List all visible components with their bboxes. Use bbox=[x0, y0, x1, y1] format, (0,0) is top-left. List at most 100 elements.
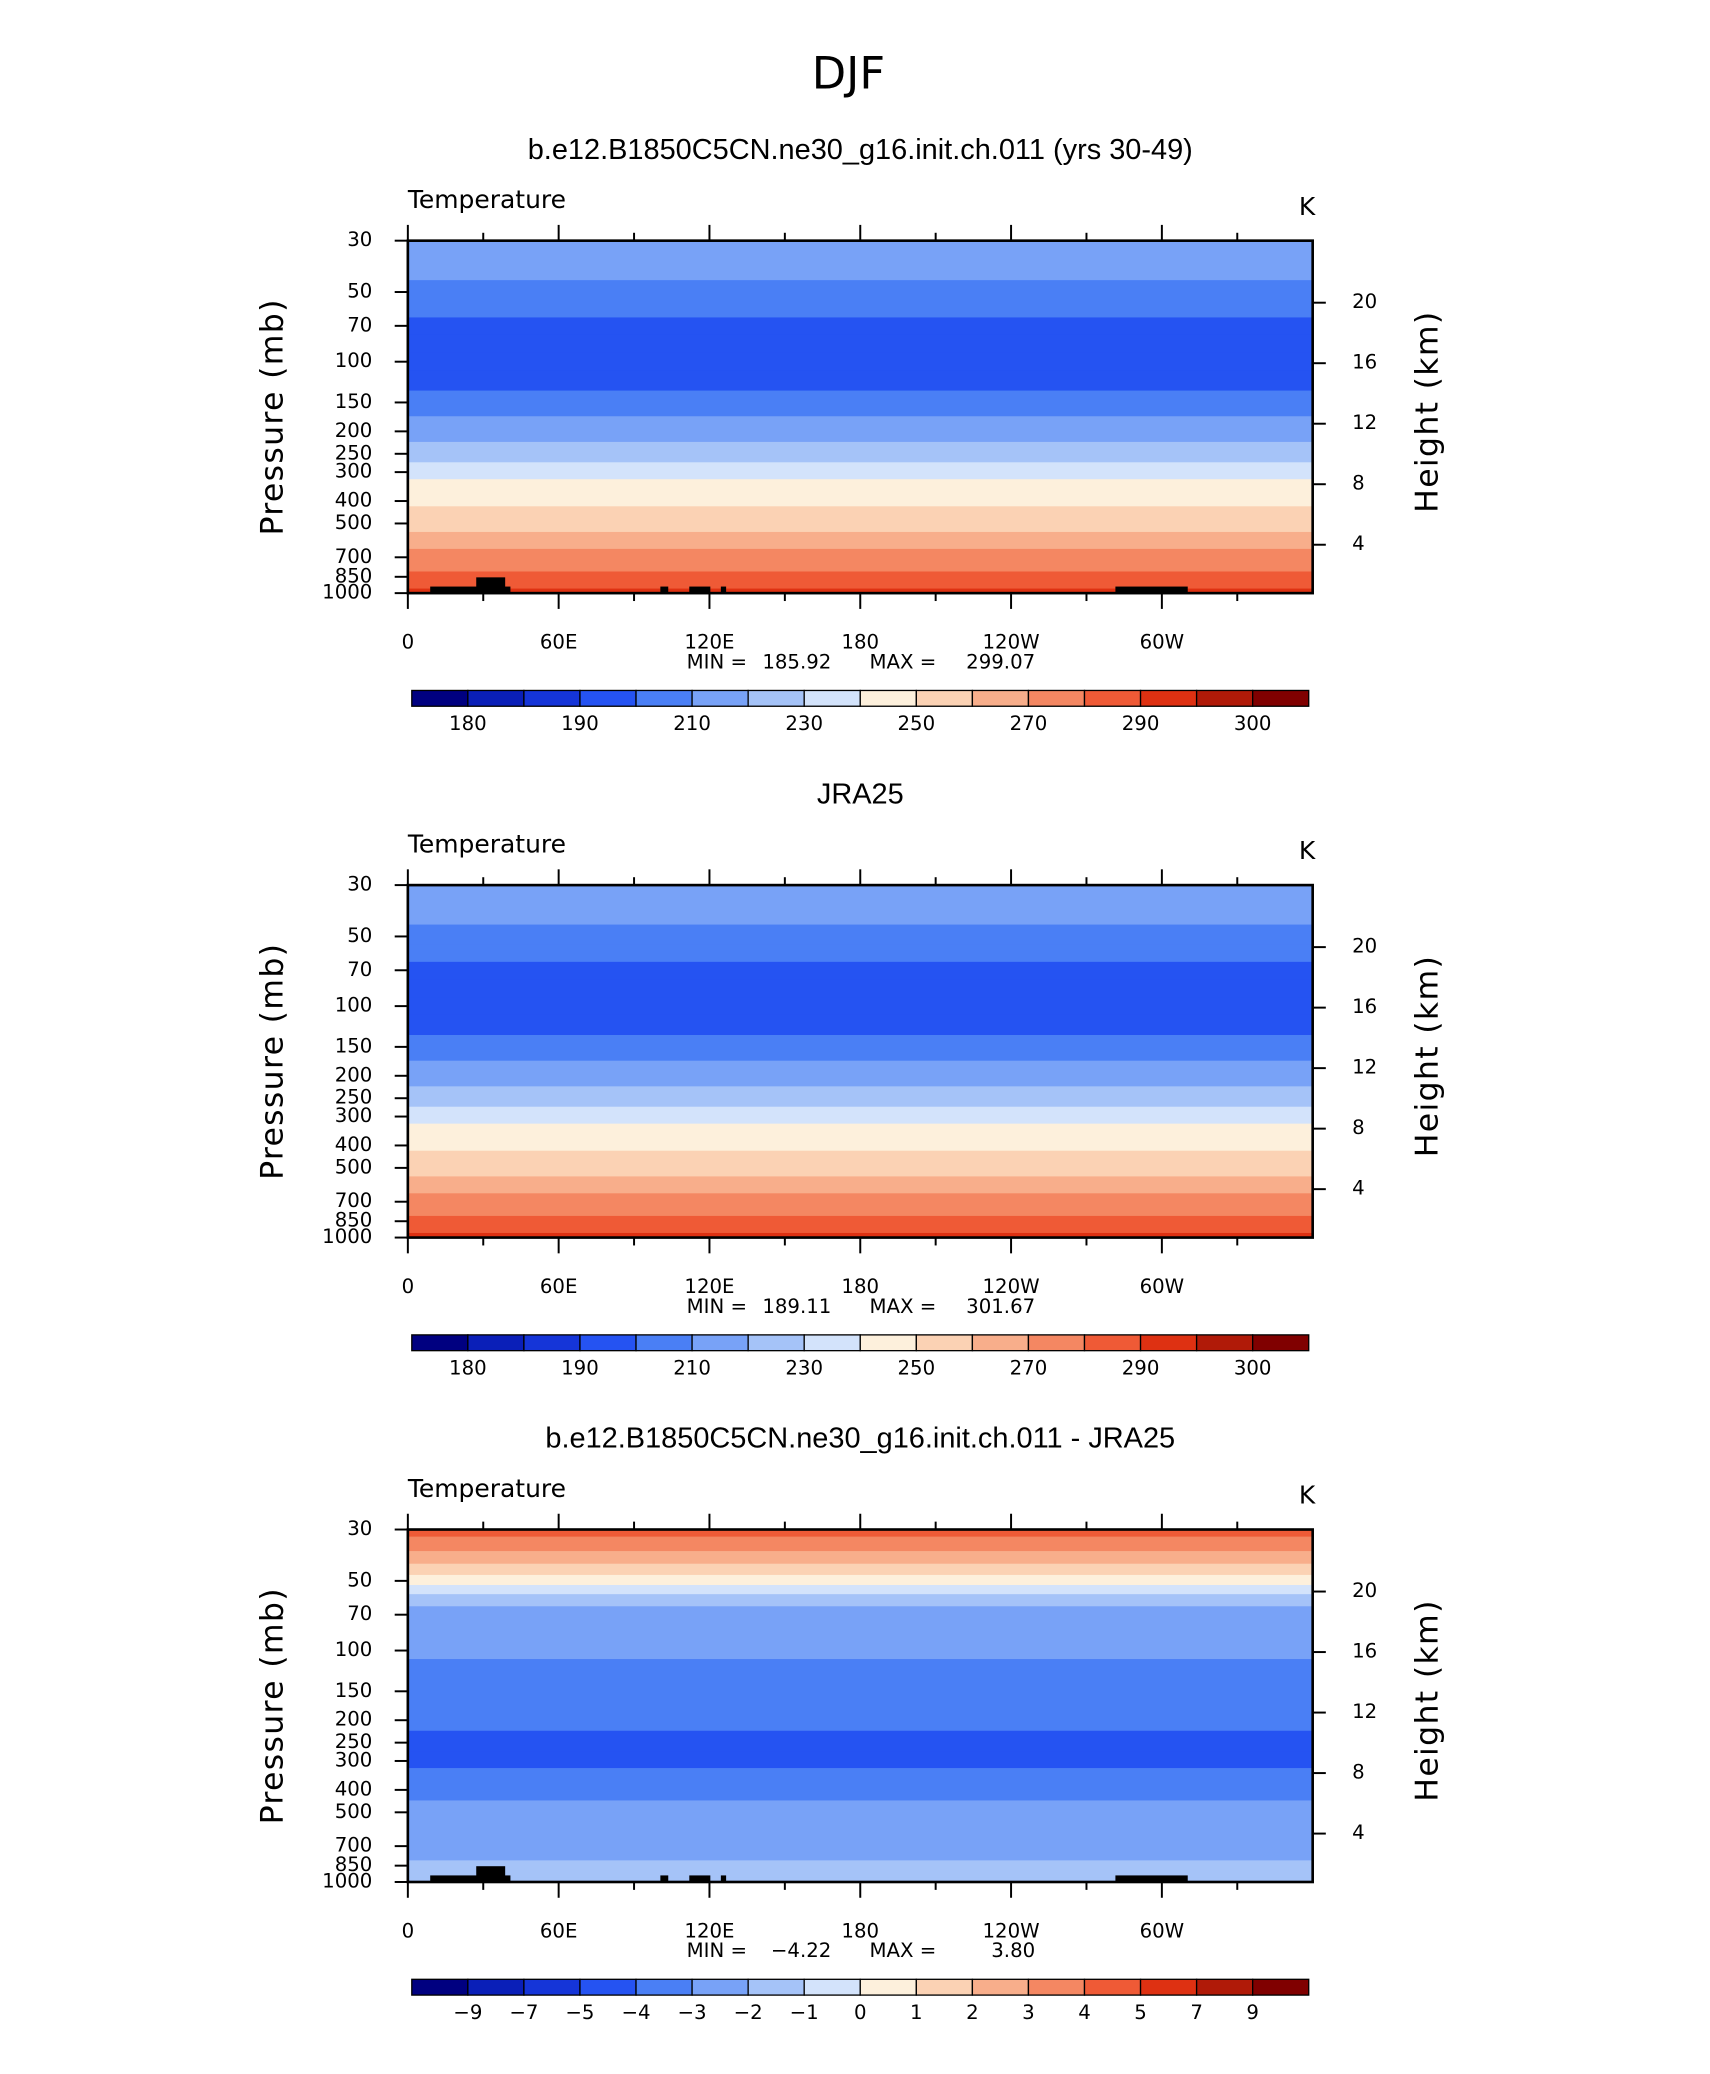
x-tick-label: 180 bbox=[841, 631, 879, 654]
terrain bbox=[476, 1866, 506, 1882]
field-band bbox=[407, 416, 1313, 444]
colorbar-box bbox=[915, 1978, 974, 1996]
y-tick-label: 300 bbox=[335, 1748, 373, 1771]
field-band bbox=[407, 924, 1313, 947]
y-tick-label: 300 bbox=[335, 460, 373, 483]
field-band bbox=[407, 1536, 1313, 1553]
y2-tick-label: 16 bbox=[1352, 995, 1377, 1018]
colorbar-label: −2 bbox=[734, 2001, 763, 2024]
colorbar-box bbox=[467, 1334, 525, 1352]
y-tick-label: 150 bbox=[335, 390, 373, 413]
colorbar-box bbox=[859, 1978, 917, 1996]
field-band bbox=[407, 1551, 1313, 1566]
field-band bbox=[407, 1563, 1313, 1577]
colorbar-label: −9 bbox=[453, 2001, 482, 2024]
field-band bbox=[407, 462, 1313, 481]
y-tick-label: 50 bbox=[347, 280, 372, 303]
y-tick-label: 250 bbox=[335, 1086, 373, 1109]
field-band bbox=[407, 1232, 1313, 1238]
field-band bbox=[407, 1574, 1313, 1587]
y-tick-label: 250 bbox=[335, 441, 373, 464]
colorbar-box bbox=[467, 1978, 525, 1996]
field-band bbox=[407, 334, 1313, 355]
x-tick-label: 60W bbox=[1140, 1919, 1185, 1942]
colorbar-box bbox=[803, 1334, 861, 1352]
y-tick-label: 100 bbox=[335, 994, 373, 1017]
field-band bbox=[407, 370, 1313, 392]
colorbar-box bbox=[803, 1978, 861, 1996]
y-tick-label: 500 bbox=[335, 1800, 373, 1823]
y-tick-label: 400 bbox=[335, 489, 373, 512]
colorbar-label: 290 bbox=[1122, 1357, 1160, 1380]
y2-tick-label: 8 bbox=[1352, 1761, 1365, 1784]
field-band bbox=[407, 1768, 1313, 1784]
colorbar-box bbox=[747, 1334, 805, 1352]
y-tick-label: 200 bbox=[335, 419, 373, 442]
terrain bbox=[1115, 1875, 1188, 1882]
terrain bbox=[660, 1875, 669, 1882]
x-tick-label: 120W bbox=[982, 1919, 1039, 1942]
x-tick-label: 0 bbox=[402, 1919, 415, 1942]
colorbar-label: 9 bbox=[1246, 2001, 1259, 2024]
colorbar-label: 210 bbox=[673, 1357, 711, 1380]
x-tick-label: 180 bbox=[841, 1919, 879, 1942]
y2-axis-label: Height (km) bbox=[1409, 310, 1445, 512]
field-band bbox=[407, 300, 1313, 319]
x-tick-label: 60E bbox=[540, 631, 578, 654]
x-tick-label: 120E bbox=[684, 1275, 734, 1298]
y-tick-label: 30 bbox=[347, 873, 372, 896]
colorbar-label: 180 bbox=[449, 1357, 487, 1380]
y-tick-label: 70 bbox=[347, 1602, 372, 1625]
colorbar-box bbox=[579, 1978, 637, 1996]
colorbar-box bbox=[1139, 1334, 1198, 1352]
field-band bbox=[407, 1782, 1313, 1802]
colorbar-label: −3 bbox=[678, 2001, 707, 2024]
panel: JRA25 Temperature K Pressure (mb) Height (km… bbox=[255, 778, 1446, 1379]
y2-tick-label: 8 bbox=[1352, 472, 1365, 495]
x-tick-label: 120E bbox=[684, 1919, 734, 1942]
y-tick-label: 300 bbox=[335, 1104, 373, 1127]
y-tick-label: 30 bbox=[347, 228, 372, 251]
left-label: Temperature bbox=[407, 830, 566, 859]
x-tick-label: 0 bbox=[402, 1275, 415, 1298]
min-value: 189.11 bbox=[762, 1295, 831, 1318]
y2-axis-label: Height (km) bbox=[1409, 1599, 1445, 1801]
left-label: Temperature bbox=[407, 1474, 566, 1503]
field-band bbox=[407, 979, 1313, 999]
field-band bbox=[407, 317, 1313, 337]
colorbar-box bbox=[1139, 1978, 1198, 1996]
field-band bbox=[407, 961, 1313, 981]
colorbar-box bbox=[635, 689, 693, 707]
y2-tick-label: 4 bbox=[1352, 1821, 1365, 1844]
field-band bbox=[407, 1837, 1313, 1852]
colorbar-box bbox=[803, 689, 861, 707]
terrain bbox=[430, 586, 511, 594]
colorbar-box bbox=[1195, 1334, 1254, 1352]
colorbar-label: 2 bbox=[966, 2001, 979, 2024]
y-tick-label: 200 bbox=[335, 1063, 373, 1086]
y-tick-label: 100 bbox=[335, 349, 373, 372]
x-tick-label: 180 bbox=[841, 1275, 879, 1298]
colorbar-label: 1 bbox=[910, 2001, 923, 2024]
colorbar-label: 5 bbox=[1134, 2001, 1147, 2024]
y-axis-label: Pressure (mb) bbox=[255, 1587, 291, 1824]
colorbar-box bbox=[1027, 1978, 1086, 1996]
colorbar-label: 270 bbox=[1010, 1357, 1048, 1380]
terrain bbox=[720, 586, 727, 594]
field-band bbox=[407, 548, 1313, 564]
panel: b.e12.B1850C5CN.ne30_g16.init.ch.011 (yr… bbox=[255, 134, 1446, 735]
field-band bbox=[407, 1138, 1313, 1153]
colorbar-label: 230 bbox=[785, 712, 823, 735]
y-tick-label: 850 bbox=[335, 564, 373, 587]
terrain bbox=[689, 586, 711, 594]
max-value: 3.80 bbox=[991, 1939, 1035, 1962]
field-band bbox=[407, 1869, 1313, 1879]
colorbar-label: 300 bbox=[1234, 1357, 1272, 1380]
colorbar-box bbox=[1195, 1978, 1254, 1996]
colorbar-box bbox=[1139, 689, 1198, 707]
colorbar-box bbox=[915, 1334, 974, 1352]
colorbar-box bbox=[691, 1978, 749, 1996]
field-band bbox=[407, 1860, 1313, 1871]
y2-tick-label: 16 bbox=[1352, 1640, 1377, 1663]
